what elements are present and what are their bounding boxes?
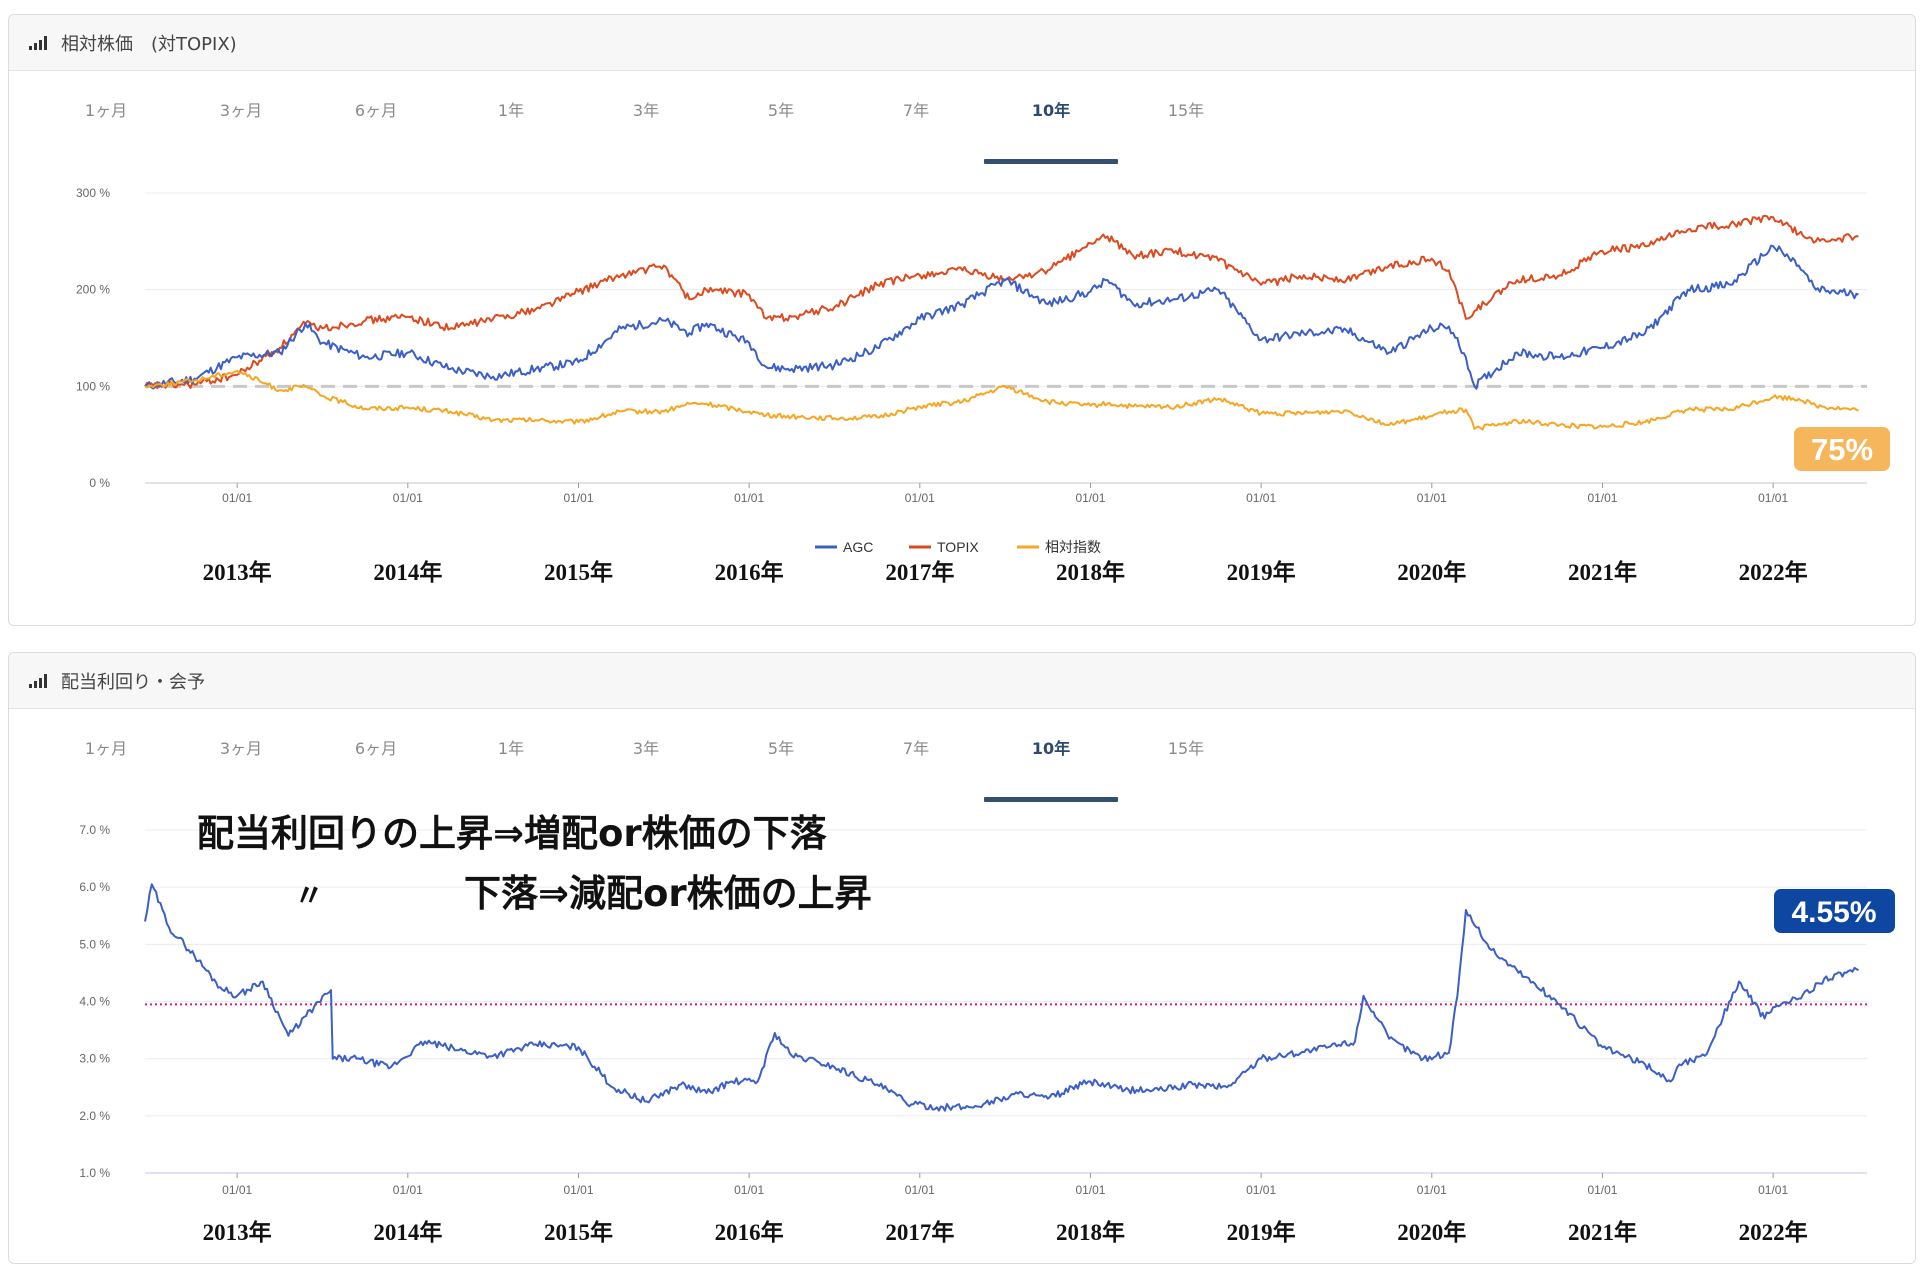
y-tick-label: 100 % (76, 379, 110, 393)
dividend-yield-chart: 1.0 % 2.0 % 3.0 % 4.0 % 5.0 % 6.0 % 7.0 % 01/01… (79, 812, 1895, 1245)
tab-10-years[interactable]: 10年 (1031, 739, 1071, 758)
x-tick-label: 01/01 (563, 491, 593, 505)
annotation-ditto-mark: 〃 (294, 879, 324, 914)
x-tick-label: 01/01 (734, 1183, 764, 1197)
year-label: 2016年 (715, 1219, 784, 1245)
y-tick-label: 4.0 % (79, 995, 110, 1009)
x-tick-label: 01/01 (563, 1183, 593, 1197)
x-tick-label: 01/01 (905, 1183, 935, 1197)
x-tick-label: 01/01 (1758, 1183, 1788, 1197)
dividend-yield-series-line (144, 883, 1859, 1112)
y-tick-label: 2.0 % (79, 1109, 110, 1123)
year-label: 2014年 (373, 1219, 442, 1245)
year-label: 2015年 (544, 559, 613, 585)
x-tick-label: 01/01 (1758, 491, 1788, 505)
y-tick-label: 1.0 % (79, 1166, 110, 1180)
yield-value-badge-label: 4.55% (1791, 896, 1876, 929)
x-tick-label: 01/01 (1417, 1183, 1447, 1197)
active-tab-indicator (984, 159, 1118, 164)
relative-value-badge (1794, 427, 1890, 471)
year-label: 2013年 (203, 559, 272, 585)
legend-label: 相対指数 (1045, 539, 1101, 555)
y-tick-label: 200 % (76, 283, 110, 297)
tab-1-month[interactable]: 1ヶ月 (84, 101, 128, 120)
relative-index-series-line (144, 369, 1859, 431)
dividend-yield-panel: 配当利回り・会予 1ヶ月 3ヶ月 6ヶ月 1年 3年 5年 7年 10年 15年… (8, 652, 1916, 1264)
x-tick-label: 01/01 (1587, 1183, 1617, 1197)
bar-chart-icon (29, 673, 47, 688)
y-tick-label: 5.0 % (79, 937, 110, 951)
x-tick-label: 01/01 (222, 1183, 252, 1197)
bar-chart-icon (29, 35, 47, 50)
x-tick-label: 01/01 (1075, 1183, 1105, 1197)
y-tick-label: 3.0 % (79, 1052, 110, 1066)
year-label: 2021年 (1568, 559, 1637, 585)
year-label: 2019年 (1227, 559, 1296, 585)
year-label: 2019年 (1227, 1219, 1296, 1245)
panel-header: 配当利回り・会予 (9, 653, 1915, 709)
tab-15-years[interactable]: 15年 (1167, 739, 1205, 758)
x-tick-label: 01/01 (1246, 491, 1276, 505)
annotation-line-1: 配当利回りの上昇⇒増配or株価の下落 (197, 812, 828, 855)
legend-label: TOPIX (937, 539, 979, 555)
panel-title: 相対株価 (対TOPIX) (61, 33, 237, 55)
x-tick-label: 01/01 (905, 491, 935, 505)
yield-value-badge (1774, 889, 1895, 933)
legend-label: AGC (843, 539, 873, 555)
year-label: 2022年 (1739, 1219, 1808, 1245)
tab-3-years[interactable]: 3年 (632, 101, 660, 120)
topix-series-line (144, 214, 1859, 390)
year-label: 2020年 (1397, 1219, 1466, 1245)
y-tick-label: 0 % (89, 476, 110, 490)
year-label: 2013年 (203, 1219, 272, 1245)
x-tick-label: 01/01 (1417, 491, 1447, 505)
annotation-line-2: 下落⇒減配or株価の上昇 (464, 872, 872, 915)
y-tick-label: 6.0 % (79, 880, 110, 894)
tab-1-year[interactable]: 1年 (497, 101, 525, 120)
year-label: 2018年 (1056, 559, 1125, 585)
x-tick-label: 01/01 (393, 1183, 423, 1197)
x-tick-label: 01/01 (1246, 1183, 1276, 1197)
year-label: 2015年 (544, 1219, 613, 1245)
year-label: 2014年 (373, 559, 442, 585)
panel-title: 配当利回り・会予 (61, 671, 205, 693)
tab-1-month[interactable]: 1ヶ月 (84, 739, 128, 758)
active-tab-indicator (984, 797, 1118, 802)
tab-3-months[interactable]: 3ヶ月 (219, 739, 263, 758)
year-label: 2017年 (885, 1219, 954, 1245)
tab-7-years[interactable]: 7年 (902, 101, 930, 120)
tab-3-years[interactable]: 3年 (632, 739, 660, 758)
tab-15-years[interactable]: 15年 (1167, 101, 1205, 120)
y-tick-label: 7.0 % (79, 823, 110, 837)
tab-10-years[interactable]: 10年 (1031, 101, 1071, 120)
x-tick-label: 01/01 (1075, 491, 1105, 505)
relative-price-chart: 0 % 100 % 200 % 300 % 01/01 2013年 01/01 2014年 01… (76, 186, 1890, 585)
tab-1-year[interactable]: 1年 (497, 739, 525, 758)
tab-6-months[interactable]: 6ヶ月 (354, 739, 398, 758)
year-label: 2017年 (885, 559, 954, 585)
panel-header: 相対株価 (対TOPIX) (9, 15, 1915, 71)
tab-6-months[interactable]: 6ヶ月 (354, 101, 398, 120)
year-label: 2022年 (1739, 559, 1808, 585)
tab-5-years[interactable]: 5年 (767, 101, 795, 120)
x-tick-label: 01/01 (222, 491, 252, 505)
x-tick-label: 01/01 (1587, 491, 1617, 505)
relative-price-panel: 相対株価 (対TOPIX) 1ヶ月 3ヶ月 6ヶ月 1年 3年 5年 7年 10… (8, 14, 1916, 626)
year-label: 2020年 (1397, 559, 1466, 585)
x-tick-label: 01/01 (393, 491, 423, 505)
agc-series-line (144, 244, 1859, 390)
y-tick-label: 300 % (76, 186, 110, 200)
year-label: 2016年 (715, 559, 784, 585)
x-tick-label: 01/01 (734, 491, 764, 505)
tab-3-months[interactable]: 3ヶ月 (219, 101, 263, 120)
tab-5-years[interactable]: 5年 (767, 739, 795, 758)
relative-value-badge-label: 75% (1811, 432, 1873, 467)
year-label: 2018年 (1056, 1219, 1125, 1245)
year-label: 2021年 (1568, 1219, 1637, 1245)
tab-7-years[interactable]: 7年 (902, 739, 930, 758)
